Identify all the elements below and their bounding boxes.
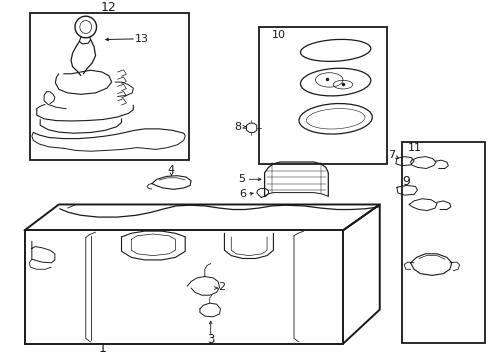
Bar [402,142,485,343]
Text: 6: 6 [239,189,246,199]
Text: 1: 1 [99,342,107,355]
Text: 2: 2 [218,282,225,292]
Text: 13: 13 [135,34,149,44]
Text: 7: 7 [389,150,395,160]
Text: 3: 3 [207,333,215,346]
Text: 8: 8 [234,122,241,132]
Bar [30,13,189,160]
Text: 5: 5 [238,174,245,184]
Text: 4: 4 [168,165,175,175]
Text: 11: 11 [408,143,422,153]
Text: 10: 10 [272,30,286,40]
Bar [259,27,387,164]
Text: 12: 12 [101,1,117,14]
Text: 9: 9 [402,175,410,188]
